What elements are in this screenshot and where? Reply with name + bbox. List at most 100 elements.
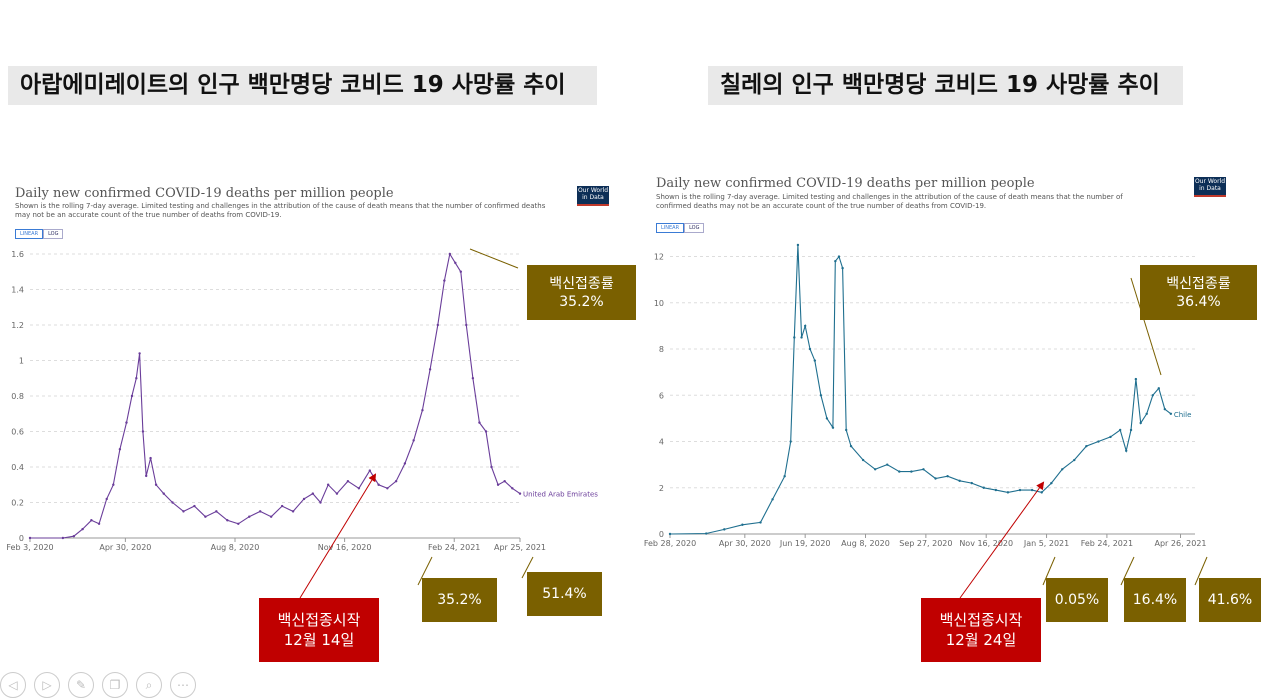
uae-chart: 0 0.2 0.4 0.6 0.8 1 1.2 1.4 1.6 Feb 3, 2020 Apr 30… xyxy=(6,250,598,552)
data-point xyxy=(182,510,185,513)
data-point xyxy=(970,481,973,485)
data-point xyxy=(994,488,998,492)
data-point xyxy=(1139,421,1142,425)
data-point xyxy=(357,487,361,490)
x-tick-label: Aug 8, 2020 xyxy=(211,543,260,552)
data-point xyxy=(215,510,218,513)
y-tick-label: 0.4 xyxy=(11,463,24,472)
pen-icon[interactable]: ✎ xyxy=(68,672,94,698)
data-point xyxy=(90,519,93,522)
data-point xyxy=(394,480,398,483)
data-point xyxy=(723,528,726,531)
scale-toggle-right[interactable]: LINEAR LOG xyxy=(656,223,705,233)
data-point xyxy=(259,510,262,513)
data-point xyxy=(193,504,196,508)
leader-right-jan xyxy=(1042,556,1056,586)
callout-right-apr-value: 41.6% xyxy=(1207,592,1253,608)
data-point xyxy=(484,430,488,433)
next-icon[interactable]: ▷ xyxy=(34,672,60,698)
data-point xyxy=(1050,481,1053,485)
data-point xyxy=(1006,491,1010,494)
data-point xyxy=(825,417,829,420)
data-point xyxy=(819,394,823,397)
callout-left-feb: 35.2% xyxy=(422,578,497,622)
data-point xyxy=(130,394,134,398)
callout-left-rate-value: 35.2% xyxy=(559,293,604,310)
data-point xyxy=(1085,444,1088,448)
callout-right-start: 백신접종시작 12월 24일 xyxy=(921,598,1041,662)
data-point xyxy=(1073,458,1076,462)
scale-toggle-left[interactable]: LINEAR LOG xyxy=(15,229,64,239)
data-point xyxy=(705,532,708,535)
slide-nav-toolbar: ◁ ▷ ✎ ❐ ⌕ ⋯ xyxy=(0,672,196,698)
leader-left-feb xyxy=(417,556,433,586)
slide-title-right: 칠레의 인구 백만명당 코비드 19 사망률 추이 xyxy=(708,66,1183,105)
data-point xyxy=(511,487,514,490)
callout-left-apr: 51.4% xyxy=(527,572,602,616)
y-tick-label: 1 xyxy=(19,357,24,366)
callout-left-rate-label: 백신접종률 xyxy=(549,275,614,292)
data-point xyxy=(849,444,853,448)
data-point xyxy=(326,483,330,486)
leader-right-rate xyxy=(1130,277,1162,376)
linear-toggle-right[interactable]: LINEAR xyxy=(656,223,685,233)
data-point xyxy=(861,458,865,462)
y-tick-label: 0.2 xyxy=(11,499,24,508)
data-point xyxy=(81,527,84,531)
zoom-icon[interactable]: ⌕ xyxy=(136,672,162,698)
data-point xyxy=(771,498,774,501)
y-tick-label: 8 xyxy=(659,345,664,354)
copy-icon[interactable]: ❐ xyxy=(102,672,128,698)
log-toggle-left[interactable]: LOG xyxy=(43,229,64,239)
y-tick-label: 0.8 xyxy=(11,392,24,401)
data-point xyxy=(269,515,273,518)
callout-right-feb-value: 16.4% xyxy=(1132,592,1178,608)
data-point xyxy=(1134,377,1138,381)
callout-right-feb: 16.4% xyxy=(1124,578,1186,622)
data-point xyxy=(1030,488,1034,492)
data-point xyxy=(1118,428,1122,432)
series-line xyxy=(669,244,1172,535)
x-tick-label: Feb 3, 2020 xyxy=(6,543,53,552)
data-point xyxy=(149,456,152,460)
callout-right-vaccine-rate: 백신접종률 36.4% xyxy=(1140,265,1257,320)
data-point xyxy=(946,475,949,478)
data-point xyxy=(1145,412,1148,415)
data-point xyxy=(982,486,985,489)
more-icon[interactable]: ⋯ xyxy=(170,672,196,698)
data-point xyxy=(204,515,207,518)
data-point xyxy=(873,468,877,471)
data-point xyxy=(28,536,32,540)
callout-right-rate-value: 36.4% xyxy=(1176,293,1221,310)
series-label: United Arab Emirates xyxy=(523,491,598,499)
data-point xyxy=(1129,428,1133,432)
data-point xyxy=(311,492,315,495)
data-point xyxy=(118,448,122,451)
data-point xyxy=(813,359,817,362)
prev-icon[interactable]: ◁ xyxy=(0,672,26,698)
data-point xyxy=(886,463,889,466)
data-point xyxy=(831,426,835,429)
data-point xyxy=(1061,468,1064,471)
chart-subtitle-left: Shown is the rolling 7-day average. Limi… xyxy=(15,202,546,219)
data-point xyxy=(154,483,158,486)
chart-subtitle-right: Shown is the rolling 7-day average. Limi… xyxy=(656,193,1123,210)
data-point xyxy=(403,462,407,465)
callout-right-rate-label: 백신접종률 xyxy=(1166,275,1231,292)
data-point xyxy=(421,409,424,412)
y-tick-label: 2 xyxy=(659,484,664,493)
data-point xyxy=(1169,412,1173,415)
x-tick-label: Jun 19, 2020 xyxy=(779,539,831,548)
y-tick-label: 10 xyxy=(654,299,664,308)
leader-right-apr xyxy=(1194,556,1208,586)
data-point xyxy=(841,266,844,270)
linear-toggle-left[interactable]: LINEAR xyxy=(15,229,44,239)
data-point xyxy=(845,428,848,432)
callout-right-apr: 41.6% xyxy=(1199,578,1261,622)
callout-left-start-label: 백신접종시작 xyxy=(277,611,361,629)
leader-left-rate xyxy=(469,248,519,269)
data-point xyxy=(496,483,500,486)
log-toggle-right[interactable]: LOG xyxy=(684,223,705,233)
data-point xyxy=(280,504,284,508)
y-tick-label: 12 xyxy=(654,253,664,262)
